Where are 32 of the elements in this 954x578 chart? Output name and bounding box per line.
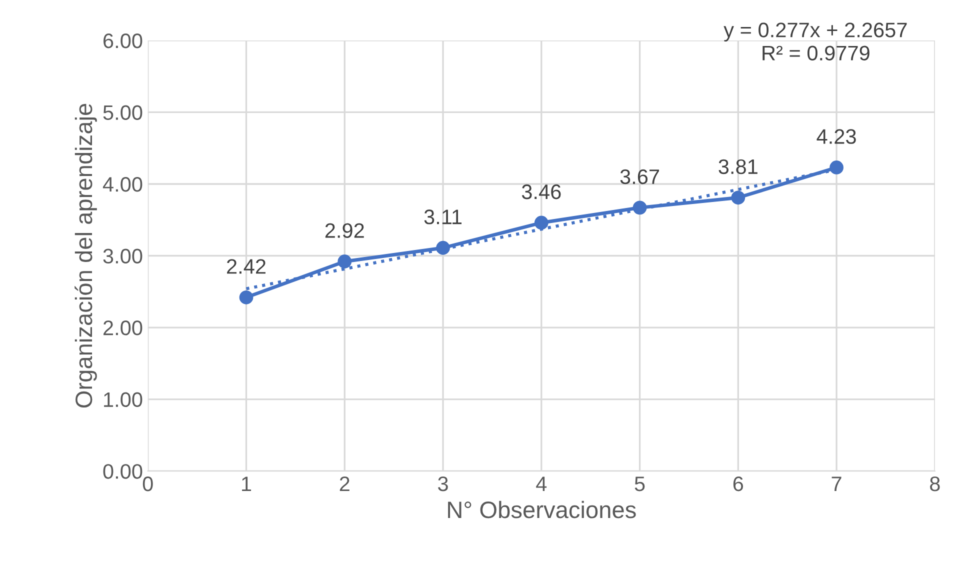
data-label: 3.46: [522, 184, 561, 200]
data-label: 2.92: [325, 223, 364, 238]
x-tick-label: 1: [242, 476, 252, 492]
data-label: 3.11: [424, 210, 462, 224]
data-label: 4.23: [816, 129, 856, 144]
point: [830, 160, 844, 174]
x-tick-label: 0: [142, 476, 153, 492]
x-tick-label: 8: [930, 476, 940, 492]
x-tick-label: 5: [634, 476, 645, 492]
point: [731, 190, 746, 205]
y-tick-label: 5.00: [103, 105, 142, 120]
annotation: R² = 0.9779: [762, 46, 870, 60]
y-tick-label: 0.00: [103, 464, 142, 479]
data-label: 3.67: [620, 169, 660, 184]
x-tick-label: 2: [340, 476, 350, 492]
data-label: 3.81: [718, 159, 758, 174]
x-tick-label: 4: [536, 476, 547, 492]
annotation: y = 0.277x + 2.2657: [724, 22, 907, 42]
x-tick-label: 6: [733, 476, 744, 492]
data-label: 2.42: [227, 259, 266, 274]
y-tick-label: 1.00: [104, 392, 142, 408]
x-tick-label: 7: [832, 476, 842, 492]
y-tick-label: 4.00: [102, 177, 142, 192]
point: [239, 290, 254, 304]
x-axis-title: N° Observaciones: [448, 500, 636, 518]
point: [534, 216, 548, 230]
point: [338, 254, 352, 268]
y-axis-title: Organización del aprendizaje: [74, 104, 97, 408]
y-tick-label: 6.00: [104, 33, 142, 48]
y-tick-label: 2.00: [104, 320, 142, 336]
y-tick-label: 3.00: [103, 248, 142, 264]
x-tick-label: 3: [438, 476, 448, 492]
